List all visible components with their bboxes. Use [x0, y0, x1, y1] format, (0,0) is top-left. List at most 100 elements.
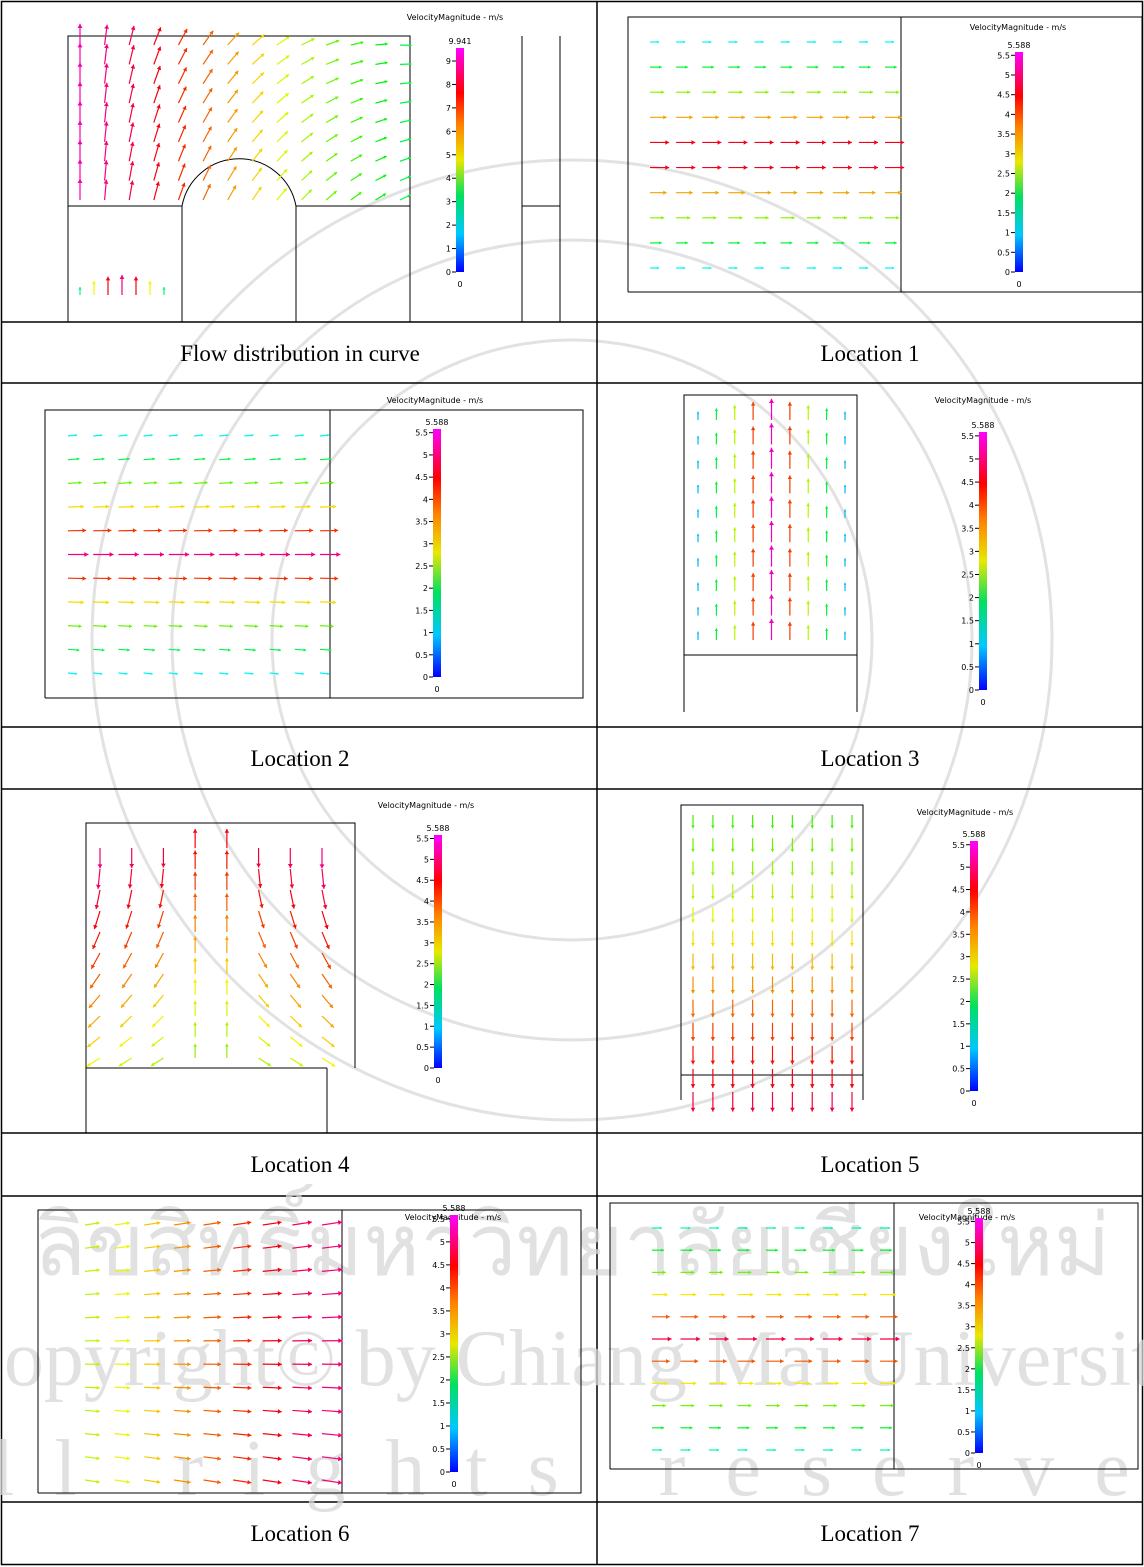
arrow-head — [287, 863, 293, 868]
colorbar-tick-label: 3.5 — [432, 1307, 445, 1316]
arrow-head — [382, 193, 386, 197]
arrow-head — [407, 194, 411, 198]
arrow-head — [863, 1381, 868, 1386]
arrow-head — [795, 140, 800, 145]
arrow-head — [328, 457, 332, 461]
arrow-head — [181, 504, 185, 509]
arrow-head — [193, 1043, 197, 1047]
arrow-head — [790, 919, 795, 923]
arrow-head — [256, 863, 261, 868]
arrow-head — [787, 266, 790, 270]
arrow-head — [129, 480, 133, 485]
arrow-head — [247, 1479, 252, 1485]
legend-max: 5.588 — [963, 830, 986, 839]
arrow-head — [210, 552, 215, 557]
arrow-head — [750, 450, 756, 455]
arrow-head — [745, 1448, 748, 1452]
arrow-head — [841, 65, 845, 69]
arrow-head — [730, 895, 735, 900]
legend-max: 9.941 — [449, 37, 472, 46]
arrow-head — [193, 1022, 198, 1026]
arrow-head — [830, 1226, 833, 1230]
arrow-head — [825, 603, 829, 607]
legend-max: 5.588 — [1008, 41, 1031, 50]
arrow-head — [750, 1013, 755, 1018]
arrow-head — [731, 825, 735, 829]
arrow-head — [656, 266, 660, 270]
arrow-head — [696, 1336, 701, 1342]
legend-title: VelocityMagnitude - m/s — [387, 396, 483, 405]
arrow-head — [848, 165, 852, 170]
arrow-head — [743, 140, 748, 145]
colorbar-tick-label: 5.5 — [957, 1218, 970, 1227]
colorbar-tick-label: 0 — [423, 673, 428, 682]
arrow-head — [761, 266, 764, 270]
arrow-head — [126, 1385, 131, 1390]
arrow-head — [264, 983, 268, 988]
arrow-head — [308, 1338, 313, 1344]
arrow-head — [257, 883, 263, 888]
arrow-head — [226, 433, 229, 437]
arrow-head — [687, 90, 691, 95]
arrow-head — [805, 1270, 809, 1275]
colorbar-tick-label: 1 — [424, 1022, 429, 1031]
arrow-head — [130, 600, 135, 605]
arrow-head — [88, 1023, 92, 1028]
arrow-head — [732, 478, 737, 482]
arrow-head — [253, 457, 256, 461]
arrow-head — [105, 600, 110, 605]
arrow-head — [126, 1338, 131, 1343]
arrow-head — [763, 65, 767, 69]
arrow-head — [157, 1385, 161, 1390]
arrow-head — [299, 1062, 304, 1067]
arrow-head — [750, 1107, 755, 1112]
arrow-head — [224, 893, 230, 897]
arrow-head — [130, 83, 135, 89]
arrow-head — [301, 433, 304, 437]
arrow-head — [894, 65, 897, 69]
arrow-head — [750, 942, 755, 947]
arrow-head — [292, 924, 297, 929]
arrow-head — [892, 1292, 896, 1297]
arrow-head — [129, 180, 135, 185]
arrow-head — [326, 964, 331, 969]
arrow-head — [333, 191, 337, 195]
arrow-head — [751, 1359, 756, 1364]
arrow-head — [710, 1107, 716, 1112]
arrow-head — [208, 528, 213, 533]
arrow-head — [192, 893, 198, 897]
arrow-head — [709, 266, 712, 270]
arrow-head — [156, 600, 160, 605]
arrow-head — [789, 241, 793, 245]
arrow-head — [717, 165, 722, 170]
arrow-head — [889, 1248, 892, 1252]
arrow-head — [815, 65, 819, 69]
arrow-head — [850, 895, 854, 900]
arrow-head — [247, 1220, 252, 1226]
arrow-head — [732, 454, 737, 458]
arrow-head — [231, 600, 236, 605]
arrow-head — [297, 1003, 301, 1008]
arrow-head — [296, 984, 300, 989]
arrow-head — [310, 76, 314, 80]
arrow-head — [894, 1359, 898, 1364]
arrow-head — [776, 1403, 780, 1408]
caption: Location 6 — [251, 1521, 350, 1546]
arrow-head — [810, 1060, 815, 1065]
arrow-head — [331, 1063, 336, 1067]
arrow-head — [662, 1270, 666, 1275]
arrow-head — [813, 266, 816, 270]
arrow-head — [696, 607, 700, 610]
arrow-head — [894, 1314, 898, 1319]
arrow-head — [103, 102, 109, 107]
arrow-head — [84, 552, 89, 557]
arrow-head — [301, 672, 304, 676]
domain-frame — [627, 16, 1143, 293]
arrow-head — [849, 990, 855, 994]
arrow-head — [277, 1220, 282, 1225]
arrow-head — [192, 850, 198, 855]
arrow-head — [175, 433, 178, 437]
arrow-head — [127, 457, 130, 461]
arrow-head — [768, 545, 775, 550]
arrow-head — [337, 1456, 343, 1462]
